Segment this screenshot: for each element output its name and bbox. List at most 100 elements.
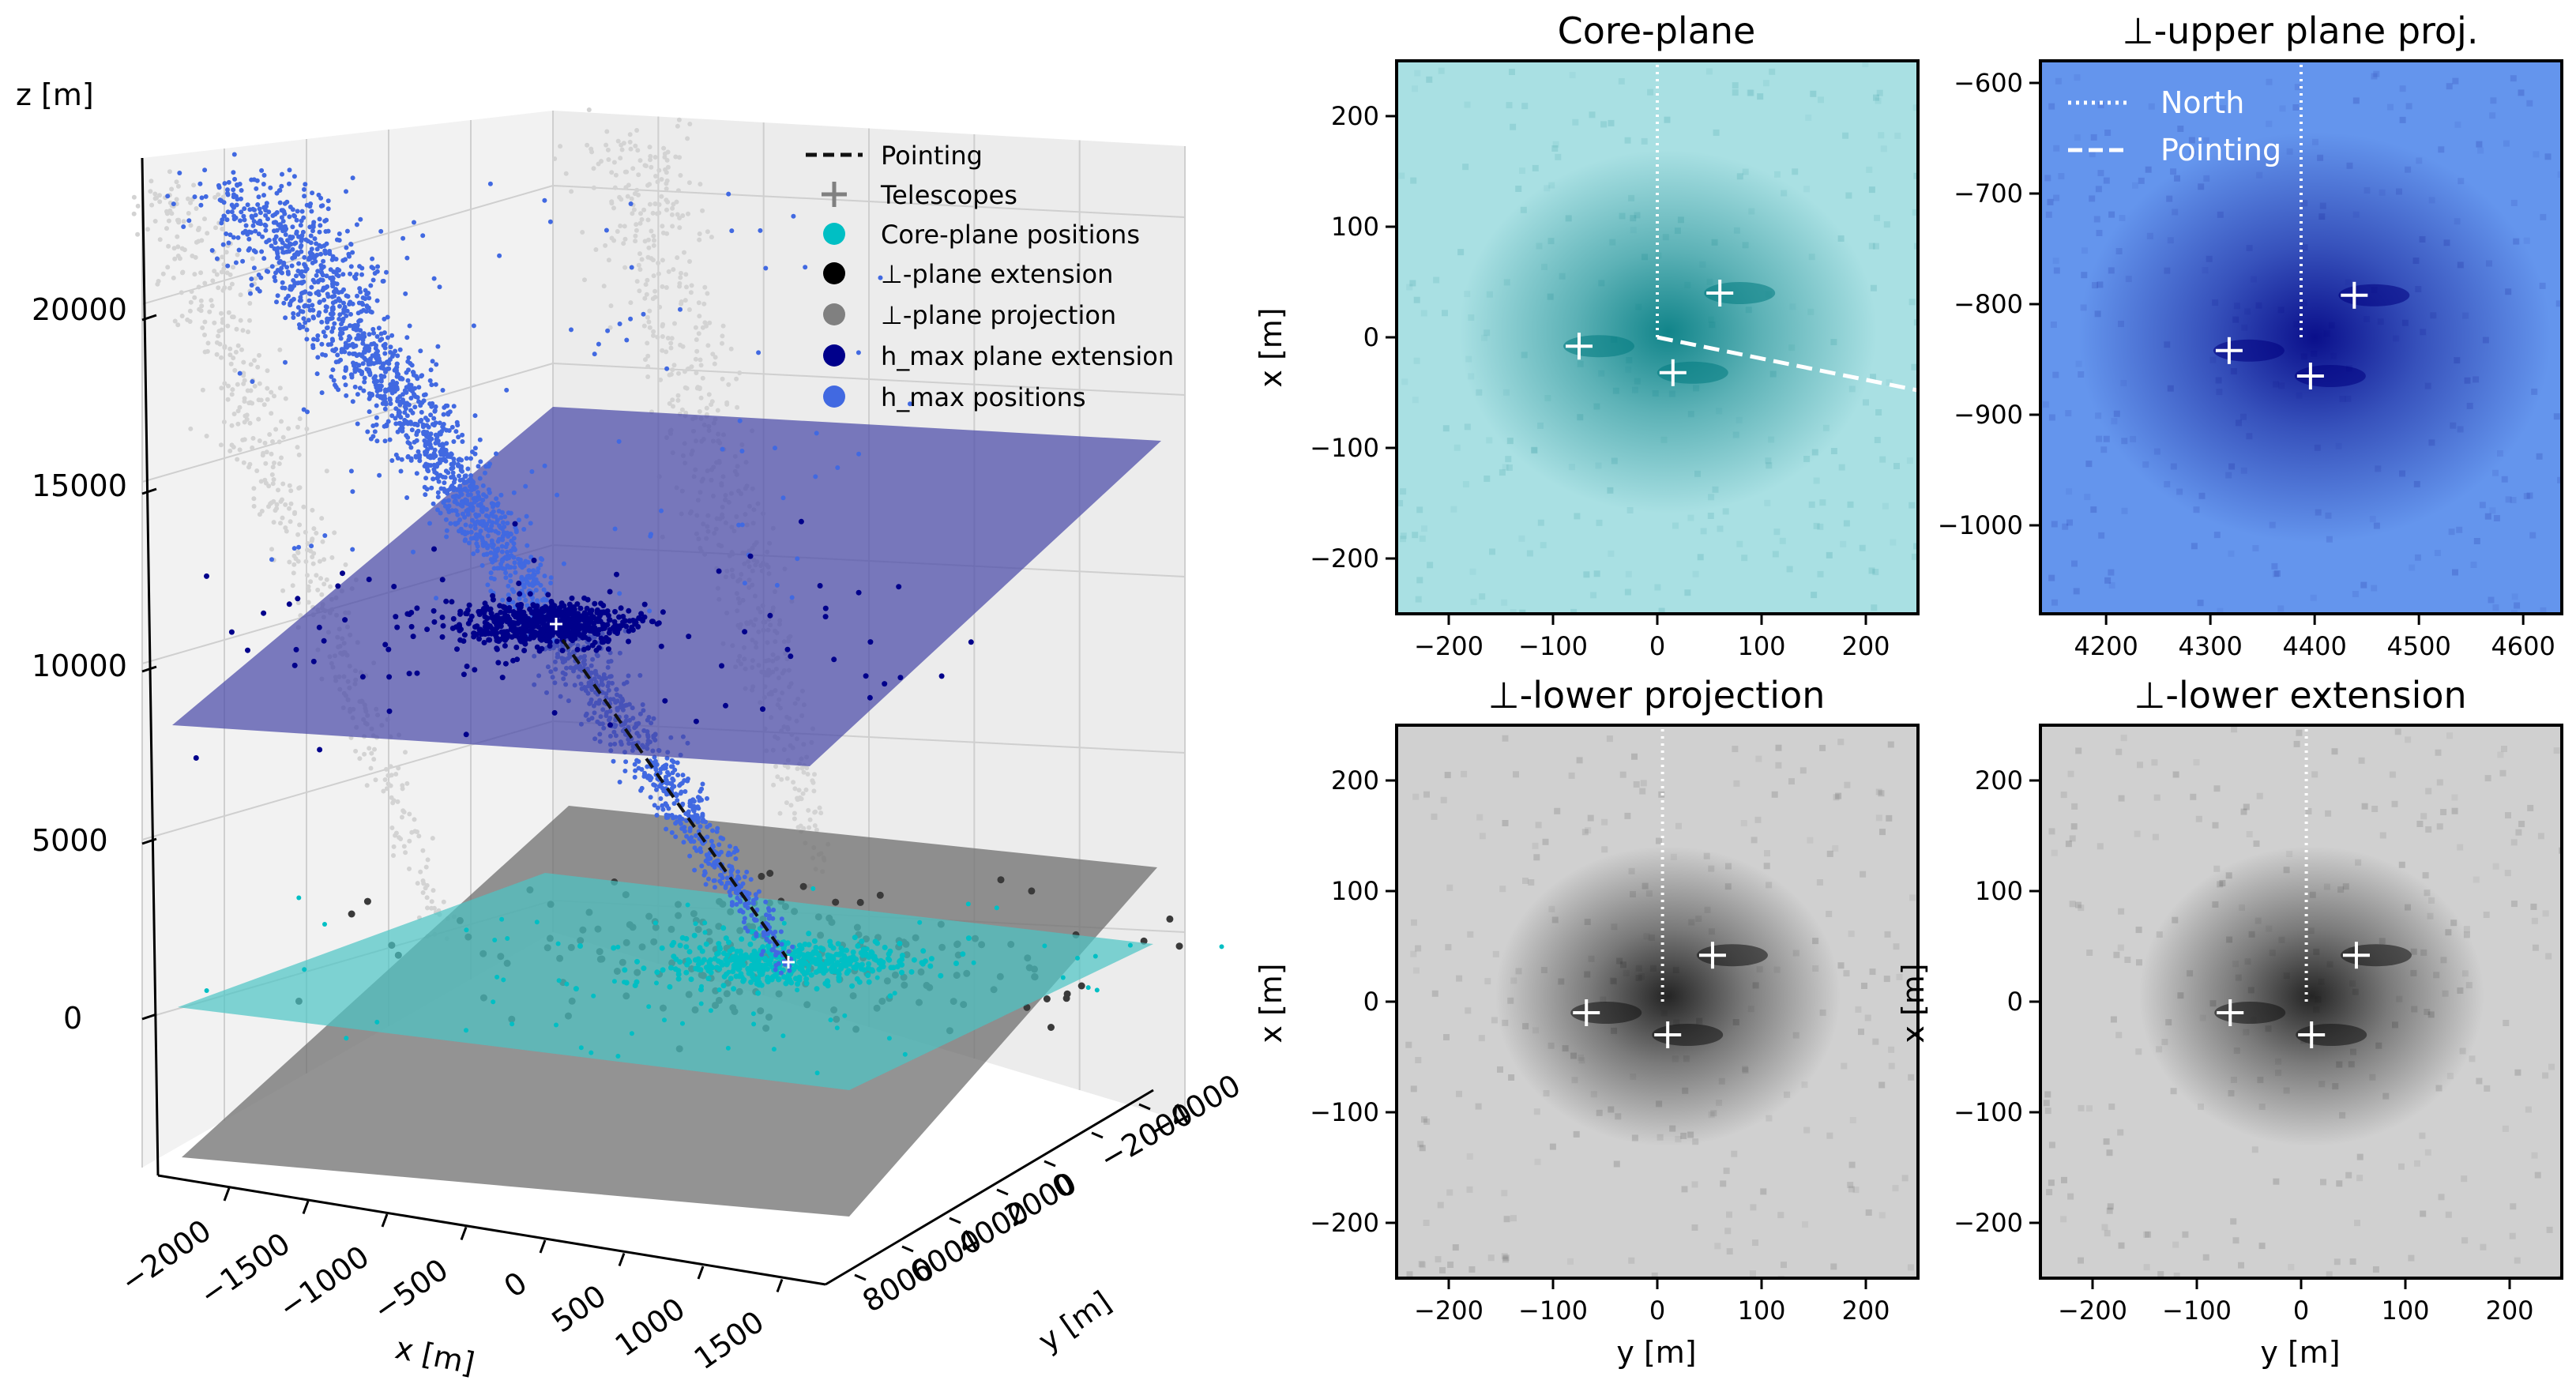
- shadow-point: [678, 342, 683, 348]
- hmax-point: [343, 257, 348, 262]
- y-tick-mark: [996, 1188, 1009, 1196]
- hmax-point: [355, 421, 360, 427]
- hmax-extension-point: [589, 642, 596, 649]
- hmax-extension-point: [598, 600, 604, 607]
- hmax-extension-point: [528, 625, 535, 631]
- shadow-point: [655, 179, 660, 185]
- hmax-point: [717, 878, 723, 884]
- shadow-point: [186, 196, 190, 201]
- shadow-point: [630, 211, 635, 216]
- core-plane-point: [735, 956, 741, 962]
- hmax-point: [344, 245, 349, 250]
- hmax-point: [330, 367, 336, 373]
- hmax-point: [673, 821, 679, 826]
- hmax-point: [463, 473, 468, 479]
- shadow-point: [188, 200, 194, 205]
- shadow-point: [250, 256, 255, 261]
- shadow-point: [232, 367, 238, 373]
- shadow-point: [697, 314, 702, 319]
- shadow-point: [615, 229, 620, 234]
- shadow-point: [237, 404, 243, 410]
- shadow-point: [245, 388, 250, 393]
- shadow-point: [666, 269, 671, 274]
- shadow-point: [664, 349, 669, 355]
- hmax-point: [487, 181, 493, 186]
- hmax-point: [331, 378, 337, 383]
- shadow-point: [218, 442, 224, 448]
- hmax-point: [278, 258, 283, 264]
- shadow-point: [412, 817, 417, 822]
- shadow-point: [611, 205, 616, 211]
- hmax-extension-point: [591, 620, 597, 626]
- hmax-point: [499, 549, 505, 555]
- shadow-point: [389, 795, 394, 800]
- core-plane-point: [1092, 953, 1098, 959]
- hmax-point: [525, 574, 530, 579]
- hmax-point: [512, 560, 517, 566]
- hmax-point: [322, 297, 327, 303]
- y-tick-mark: [854, 1273, 867, 1281]
- core-plane-point: [861, 967, 867, 973]
- hmax-point: [440, 388, 446, 393]
- hmax-point: [648, 795, 653, 800]
- hmax-extension-point: [562, 619, 568, 626]
- shadow-point: [421, 881, 427, 886]
- hmax-extension-point: [310, 658, 317, 664]
- hmax-point: [325, 291, 330, 297]
- hmax-point: [408, 456, 414, 461]
- hmax-point: [438, 510, 443, 516]
- hmax-extension-point: [593, 647, 600, 653]
- hmax-point: [380, 279, 385, 284]
- hmax-point: [382, 351, 388, 356]
- hmax-extension-point: [476, 611, 483, 618]
- shadow-point: [621, 241, 626, 246]
- shadow-point: [622, 169, 628, 175]
- hmax-plane-extension-points: [193, 518, 974, 761]
- hmax-extension-point: [540, 618, 546, 624]
- shadow-point: [264, 449, 269, 455]
- perp-extension-point: [1063, 990, 1071, 998]
- shadow-point: [788, 803, 794, 808]
- core-plane-point: [894, 964, 901, 970]
- shadow-point: [270, 464, 276, 470]
- shadow-point: [303, 558, 309, 564]
- hmax-point: [417, 458, 423, 464]
- hmax-point: [346, 337, 352, 343]
- hmax-point: [263, 208, 269, 213]
- shadow-point: [343, 562, 348, 567]
- hmax-point: [424, 487, 430, 492]
- shadow-point: [384, 786, 389, 792]
- hmax-point: [407, 323, 412, 329]
- shadow-point: [737, 370, 743, 375]
- shadow-point: [700, 375, 705, 381]
- shadow-point: [429, 899, 434, 904]
- hmax-point: [790, 944, 795, 950]
- shadow-point: [622, 224, 627, 229]
- shadow-point: [219, 355, 224, 360]
- hmax-point: [536, 566, 541, 571]
- shadow-point: [671, 267, 676, 273]
- shadow-point: [306, 584, 311, 589]
- shadow-point: [328, 584, 333, 589]
- hmax-point: [295, 312, 301, 318]
- hmax-point: [339, 322, 344, 327]
- hmax-extension-point: [502, 643, 508, 649]
- shadow-point: [604, 142, 609, 148]
- shadow-point: [174, 197, 179, 202]
- hmax-point: [663, 801, 668, 807]
- shadow-point: [175, 183, 181, 189]
- hmax-point: [348, 468, 354, 474]
- heatmap-cell: [1532, 164, 1539, 171]
- hmax-point: [282, 211, 288, 216]
- hmax-point: [510, 587, 515, 592]
- hmax-point: [446, 470, 451, 476]
- hmax-extension-point: [896, 584, 902, 590]
- core-plane-point: [750, 1011, 756, 1017]
- hmax-point: [733, 845, 739, 851]
- shadow-point: [656, 202, 662, 207]
- hmax-extension-point: [574, 646, 581, 653]
- hmax-extension-point: [406, 671, 412, 677]
- hmax-point: [548, 581, 554, 585]
- shadow-point: [372, 747, 377, 752]
- hmax-point: [369, 310, 374, 315]
